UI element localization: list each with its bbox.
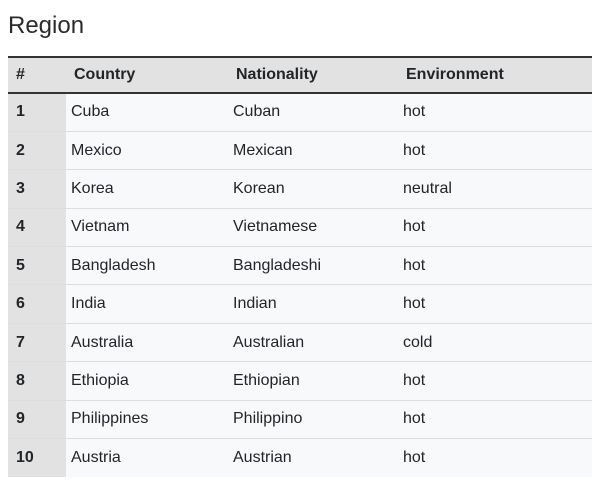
table-row[interactable]: 9 Philippines Philippino hot xyxy=(8,400,592,439)
environment-cell: neutral xyxy=(403,179,452,197)
country-cell: Korea xyxy=(71,179,114,197)
environment-cell: hot xyxy=(403,371,426,389)
column-header-country[interactable]: Country xyxy=(74,66,136,83)
row-index-cell: 4 xyxy=(8,208,66,247)
environment-cell: hot xyxy=(403,448,426,466)
column-header-nationality[interactable]: Nationality xyxy=(236,66,318,83)
nationality-cell: Bangladeshi xyxy=(233,256,322,274)
row-index-cell: 1 xyxy=(8,93,66,132)
region-table-container: # Country Nationality Environment 1 Cuba C… xyxy=(8,56,592,477)
row-index-cell: 2 xyxy=(8,131,66,170)
environment-cell: hot xyxy=(403,218,426,236)
table-row[interactable]: 4 Vietnam Vietnamese hot xyxy=(8,208,592,247)
table-body: 1 Cuba Cuban hot 2 Mexico Mexican hot 3 Korea Kore… xyxy=(8,93,592,477)
nationality-cell: Philippino xyxy=(233,410,303,428)
row-index-cell: 6 xyxy=(8,284,66,324)
country-cell: Cuba xyxy=(71,103,110,121)
country-cell: Austria xyxy=(71,448,121,466)
country-cell: Australia xyxy=(71,333,134,351)
column-header-environment[interactable]: Environment xyxy=(406,66,504,83)
row-index-cell: 3 xyxy=(8,169,66,209)
page-title: Region xyxy=(8,12,85,39)
country-cell: Vietnam xyxy=(71,218,130,236)
environment-cell: cold xyxy=(403,333,433,351)
region-table: # Country Nationality Environment 1 Cuba C… xyxy=(8,56,592,477)
table-row[interactable]: 2 Mexico Mexican hot xyxy=(8,131,592,170)
environment-cell: hot xyxy=(403,103,426,121)
table-header-row: # Country Nationality Environment xyxy=(8,57,592,93)
nationality-cell: Australian xyxy=(233,333,305,351)
nationality-cell: Austrian xyxy=(233,448,292,466)
table-row[interactable]: 6 India Indian hot xyxy=(8,284,592,324)
table-row[interactable]: 3 Korea Korean neutral xyxy=(8,169,592,209)
table-row[interactable]: 1 Cuba Cuban hot xyxy=(8,93,592,132)
country-cell: Mexico xyxy=(71,141,122,159)
environment-cell: hot xyxy=(403,141,426,159)
country-cell: Philippines xyxy=(71,410,149,428)
environment-cell: hot xyxy=(403,295,426,313)
table-row[interactable]: 10 Austria Austrian hot xyxy=(8,438,592,477)
nationality-cell: Ethiopian xyxy=(233,371,300,389)
country-cell: India xyxy=(71,295,106,313)
row-index-cell: 9 xyxy=(8,400,66,439)
nationality-cell: Cuban xyxy=(233,103,281,121)
nationality-cell: Korean xyxy=(233,179,285,197)
table-row[interactable]: 8 Ethiopia Ethiopian hot xyxy=(8,361,592,401)
country-cell: Ethiopia xyxy=(71,371,129,389)
nationality-cell: Vietnamese xyxy=(233,218,318,236)
table-row[interactable]: 7 Australia Australian cold xyxy=(8,323,592,362)
table-row[interactable]: 5 Bangladesh Bangladeshi hot xyxy=(8,246,592,285)
nationality-cell: Indian xyxy=(233,295,277,313)
row-index-cell: 5 xyxy=(8,246,66,285)
column-header-index[interactable]: # xyxy=(16,66,25,83)
row-index-cell: 7 xyxy=(8,323,66,362)
environment-cell: hot xyxy=(403,410,426,428)
row-index-cell: 10 xyxy=(8,438,66,477)
table-header: # Country Nationality Environment xyxy=(8,57,592,93)
country-cell: Bangladesh xyxy=(71,256,156,274)
row-index-cell: 8 xyxy=(8,361,66,401)
environment-cell: hot xyxy=(403,256,426,274)
nationality-cell: Mexican xyxy=(233,141,293,159)
